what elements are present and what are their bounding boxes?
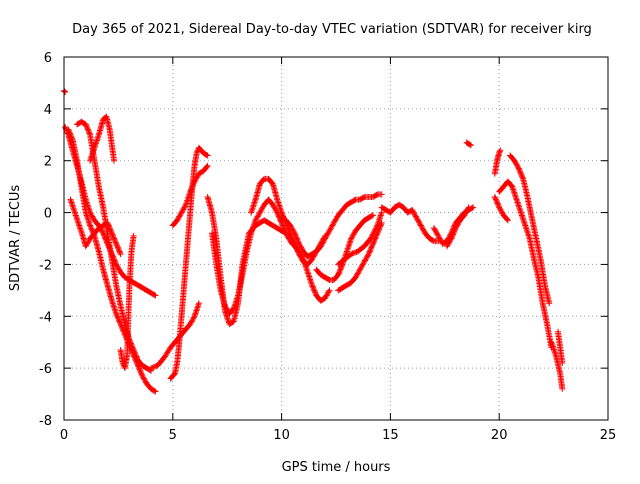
y-tick-label: 6 (44, 51, 52, 66)
series-arc-j (169, 162, 211, 229)
data-point-markers (444, 204, 472, 250)
data-point-markers (61, 87, 69, 95)
x-tick-label: 5 (169, 428, 177, 443)
y-tick-label: -6 (39, 362, 52, 377)
data-point-markers (335, 209, 385, 268)
data-point-markers (67, 196, 124, 258)
series-arc-q (335, 209, 385, 268)
data-point-markers (378, 201, 442, 245)
y-tick-label: 2 (44, 155, 52, 170)
data-point-markers (491, 147, 504, 177)
data-point-markers (169, 162, 211, 229)
data-point-markers (335, 219, 385, 294)
data-point-markers (496, 178, 555, 351)
data-point-markers (148, 300, 202, 372)
y-tick-label: -2 (39, 258, 52, 273)
series-arc-a (61, 87, 69, 95)
data-point-markers (463, 139, 474, 149)
plot-frame (63, 56, 609, 421)
series-arc-f (87, 113, 117, 164)
series-arc-g (117, 232, 137, 372)
series-arc-u (463, 139, 474, 149)
points-layer (61, 87, 566, 395)
data-point-markers (278, 191, 385, 260)
data-point-markers (491, 194, 511, 224)
y-tick-label: -8 (39, 414, 52, 429)
series-arc-x (496, 178, 555, 351)
series-arc-v (491, 147, 504, 177)
y-axis-label: SDTVAR / TECUs (8, 185, 23, 292)
series-arc-d (67, 196, 124, 258)
x-tick-label: 15 (382, 428, 399, 443)
series-arc-n (278, 191, 385, 260)
series-arc-r (378, 201, 442, 245)
x-tick-label: 0 (60, 428, 68, 443)
labels-layer: 0 5 10 15 20 25 -8 -6 -4 -2 0 2 4 6 (39, 51, 616, 443)
series-arc-z (548, 339, 566, 392)
data-point-markers (117, 232, 137, 372)
chart-title: Day 365 of 2021, Sidereal Day-to-day VTE… (72, 22, 592, 37)
y-tick-label: -4 (39, 310, 52, 325)
series-arc-y (507, 152, 553, 307)
ticks-layer (63, 56, 609, 421)
data-point-markers (507, 152, 553, 307)
x-axis-label: GPS time / hours (282, 460, 391, 475)
data-point-markers (87, 113, 117, 164)
data-point-markers (74, 118, 154, 374)
y-tick-label: 4 (44, 103, 52, 118)
series-arc-t (444, 204, 472, 250)
series-arc-w (491, 194, 511, 224)
x-tick-label: 25 (600, 428, 617, 443)
y-tick-label: 0 (44, 207, 52, 222)
series-arc-zz (555, 328, 566, 366)
series-arc-h (148, 300, 202, 372)
x-tick-label: 10 (273, 428, 290, 443)
series-arc-s (430, 204, 477, 247)
series-arc-e (74, 118, 154, 374)
x-tick-label: 20 (491, 428, 508, 443)
data-point-markers (430, 204, 477, 247)
series-arc-p (335, 219, 385, 294)
data-point-markers (555, 328, 566, 366)
data-point-markers (548, 339, 566, 392)
